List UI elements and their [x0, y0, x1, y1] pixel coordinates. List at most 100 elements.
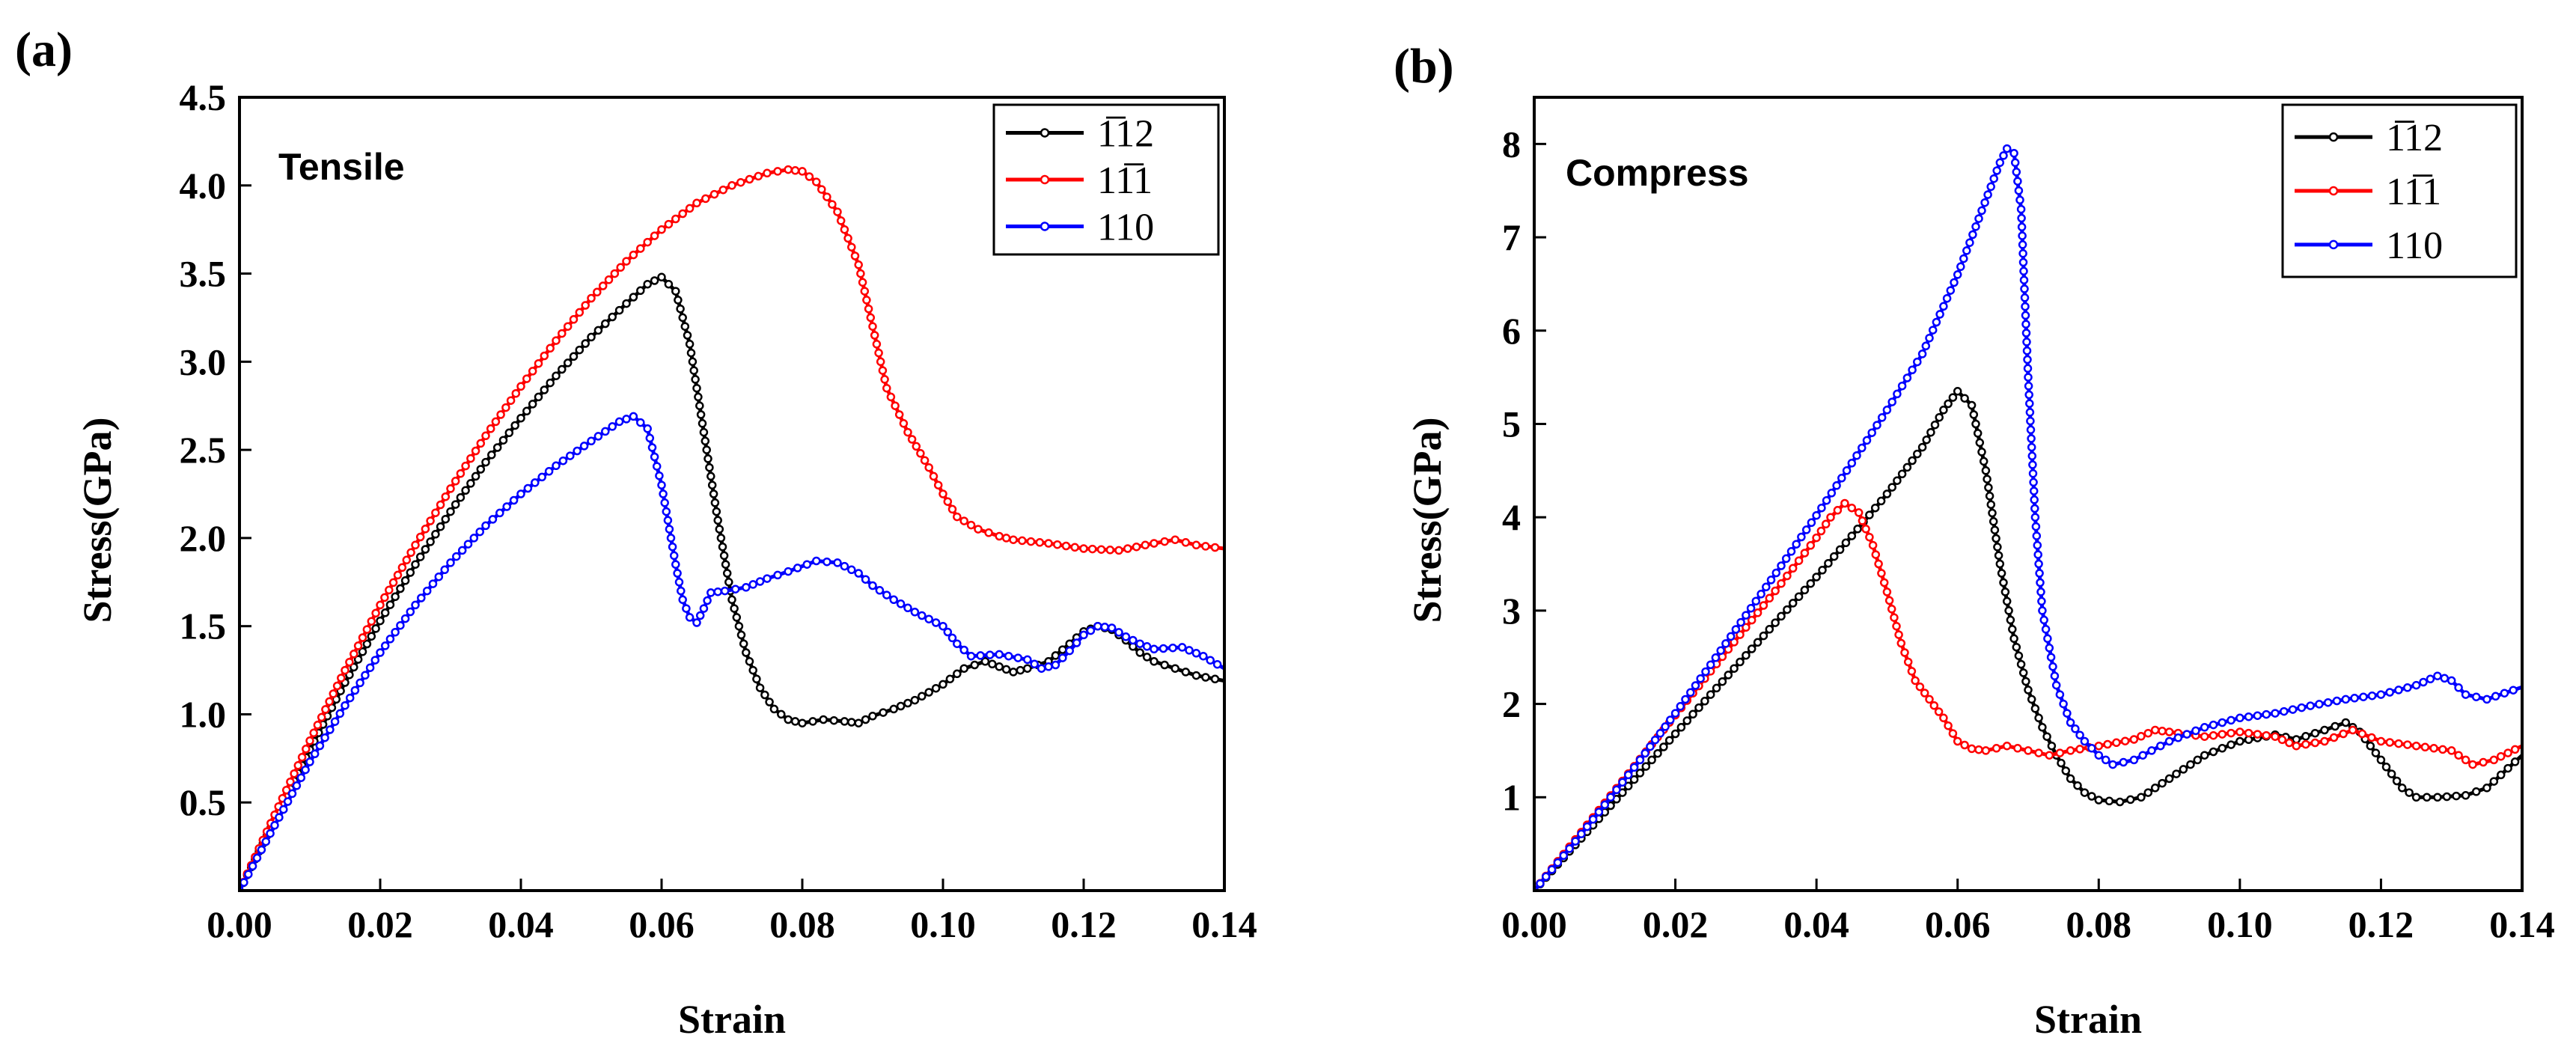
series-marker: [910, 695, 920, 705]
series-marker: [1893, 389, 1902, 399]
series-marker: [920, 456, 930, 465]
series-marker: [833, 558, 842, 567]
series-marker: [645, 433, 655, 443]
series-marker: [847, 718, 856, 727]
series-marker: [1736, 657, 1745, 667]
legend-marker: [2328, 239, 2339, 250]
series-marker: [2021, 329, 2031, 338]
series-marker: [1706, 690, 1715, 699]
series-marker: [985, 650, 995, 659]
series-marker: [686, 348, 696, 358]
series-marker: [593, 287, 602, 297]
series-marker: [1971, 419, 1980, 429]
legend: 1̅12 11̅1 110: [2281, 103, 2518, 278]
series-marker: [850, 251, 860, 260]
series-marker: [1826, 513, 1835, 522]
series-marker: [402, 555, 412, 565]
series-marker: [685, 204, 695, 213]
series-marker: [1812, 533, 1821, 543]
series-marker: [496, 410, 505, 419]
series-marker: [790, 166, 800, 175]
series-marker: [1688, 709, 1697, 719]
series-marker: [931, 618, 941, 627]
series-marker: [1911, 676, 1920, 686]
series-marker: [2376, 755, 2386, 765]
series-marker: [817, 185, 826, 194]
series-marker: [2454, 751, 2463, 760]
series-marker: [2087, 792, 2096, 801]
series-marker: [1623, 770, 1633, 780]
series-marker: [2297, 703, 2307, 712]
series-marker: [974, 525, 983, 534]
series-marker: [362, 625, 372, 634]
legend-label: 1̅12: [2386, 117, 2443, 159]
series-marker: [2306, 701, 2315, 710]
series-marker: [663, 516, 673, 525]
series-marker: [2048, 662, 2057, 671]
series-marker: [2026, 425, 2036, 435]
series-marker: [552, 461, 561, 471]
series-marker: [1093, 621, 1102, 631]
series-marker: [451, 477, 460, 486]
series-marker: [2030, 704, 2040, 713]
series-marker: [1753, 608, 1762, 617]
series-marker: [1960, 394, 1969, 403]
series-marker: [736, 177, 745, 187]
series-marker: [345, 693, 355, 703]
series-marker: [854, 569, 863, 578]
series-marker: [326, 725, 335, 734]
series-marker: [2030, 504, 2039, 513]
series-marker: [2021, 302, 2030, 311]
series-marker: [880, 375, 889, 384]
series-marker: [695, 401, 704, 410]
series-marker: [2137, 732, 2146, 741]
series-marker: [1934, 707, 1944, 716]
series-marker: [1588, 815, 1598, 824]
series-marker: [777, 709, 786, 719]
series-marker: [872, 340, 882, 349]
series-marker: [495, 508, 504, 518]
series-marker: [1553, 858, 1563, 867]
series-marker: [2021, 320, 2030, 329]
series-marker: [2158, 778, 2167, 788]
series-marker: [2059, 699, 2068, 709]
series-marker: [575, 308, 585, 317]
series-marker: [2271, 732, 2280, 741]
series-marker: [1044, 539, 1053, 548]
series-marker: [2262, 709, 2271, 719]
series-marker: [1829, 552, 1839, 561]
series-marker: [2036, 587, 2045, 596]
series-marker: [341, 665, 350, 675]
series-marker: [411, 600, 420, 610]
series-marker: [2320, 736, 2329, 746]
series-marker: [2010, 158, 2020, 168]
series-marker: [431, 530, 440, 539]
series-marker: [305, 757, 314, 766]
series-marker: [248, 861, 257, 871]
series-marker: [1191, 649, 1201, 658]
series-marker: [361, 671, 370, 680]
series-marker: [1711, 653, 1721, 662]
series-marker: [1788, 599, 1798, 608]
series-marker: [2029, 486, 2039, 495]
series-marker: [947, 633, 957, 643]
series-marker: [1079, 630, 1088, 640]
series-marker: [2253, 711, 2262, 720]
series-marker: [2411, 793, 2421, 802]
series-marker: [875, 586, 885, 595]
series-marker: [2023, 355, 2032, 364]
series-marker: [1676, 702, 1685, 711]
series-marker: [730, 604, 739, 613]
series-marker: [1879, 578, 1889, 587]
series-marker: [1908, 365, 1917, 375]
series-marker: [2015, 195, 2024, 204]
series-marker: [1023, 655, 1032, 665]
series-marker: [2209, 747, 2218, 757]
series-marker: [2385, 688, 2394, 697]
series-marker: [475, 527, 484, 537]
series-marker: [516, 489, 525, 498]
series-marker: [1072, 638, 1081, 647]
x-tick-label: 0.02: [347, 903, 413, 945]
series-marker: [1884, 596, 1894, 605]
series-marker: [2218, 744, 2227, 753]
